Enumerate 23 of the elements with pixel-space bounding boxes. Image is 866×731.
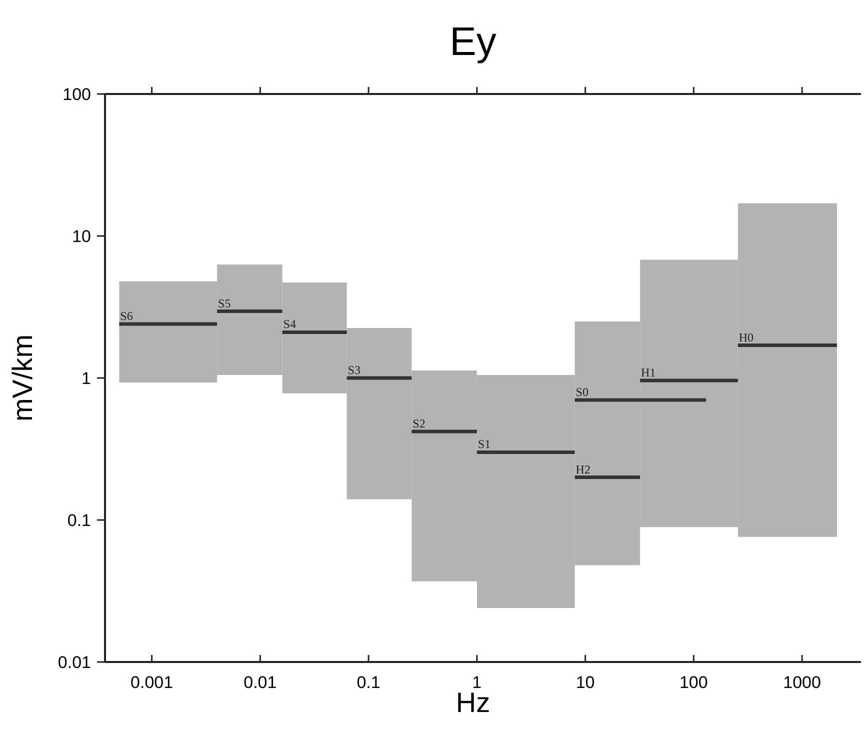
y-tick-label: 0.1: [67, 511, 91, 530]
x-tick-label: 0.1: [356, 673, 380, 692]
x-tick-label: 0.001: [130, 673, 174, 692]
series-label: S3: [348, 363, 360, 377]
y-axis-title: mV/km: [7, 334, 38, 422]
x-tick-label: 100: [679, 673, 708, 692]
y-tick-label: 100: [62, 85, 91, 104]
x-tick-label: 10: [576, 673, 595, 692]
y-tick-label: 10: [72, 227, 91, 246]
series-label: S5: [218, 296, 231, 310]
series-label: S6: [120, 309, 133, 324]
series-label: H1: [641, 366, 656, 380]
series-label: S2: [412, 416, 426, 430]
chart-title: Ey: [450, 20, 496, 64]
series-label: S1: [478, 437, 491, 452]
series-label: H0: [738, 330, 754, 344]
x-tick-label: 1000: [783, 673, 821, 692]
y-tick-label: 1: [82, 369, 91, 388]
series-label: S4: [283, 317, 296, 332]
y-tick-label: 0.01: [58, 653, 91, 672]
series-label: H2: [576, 462, 590, 476]
x-tick-label: 0.01: [244, 673, 277, 692]
series-label: S0: [576, 384, 588, 399]
